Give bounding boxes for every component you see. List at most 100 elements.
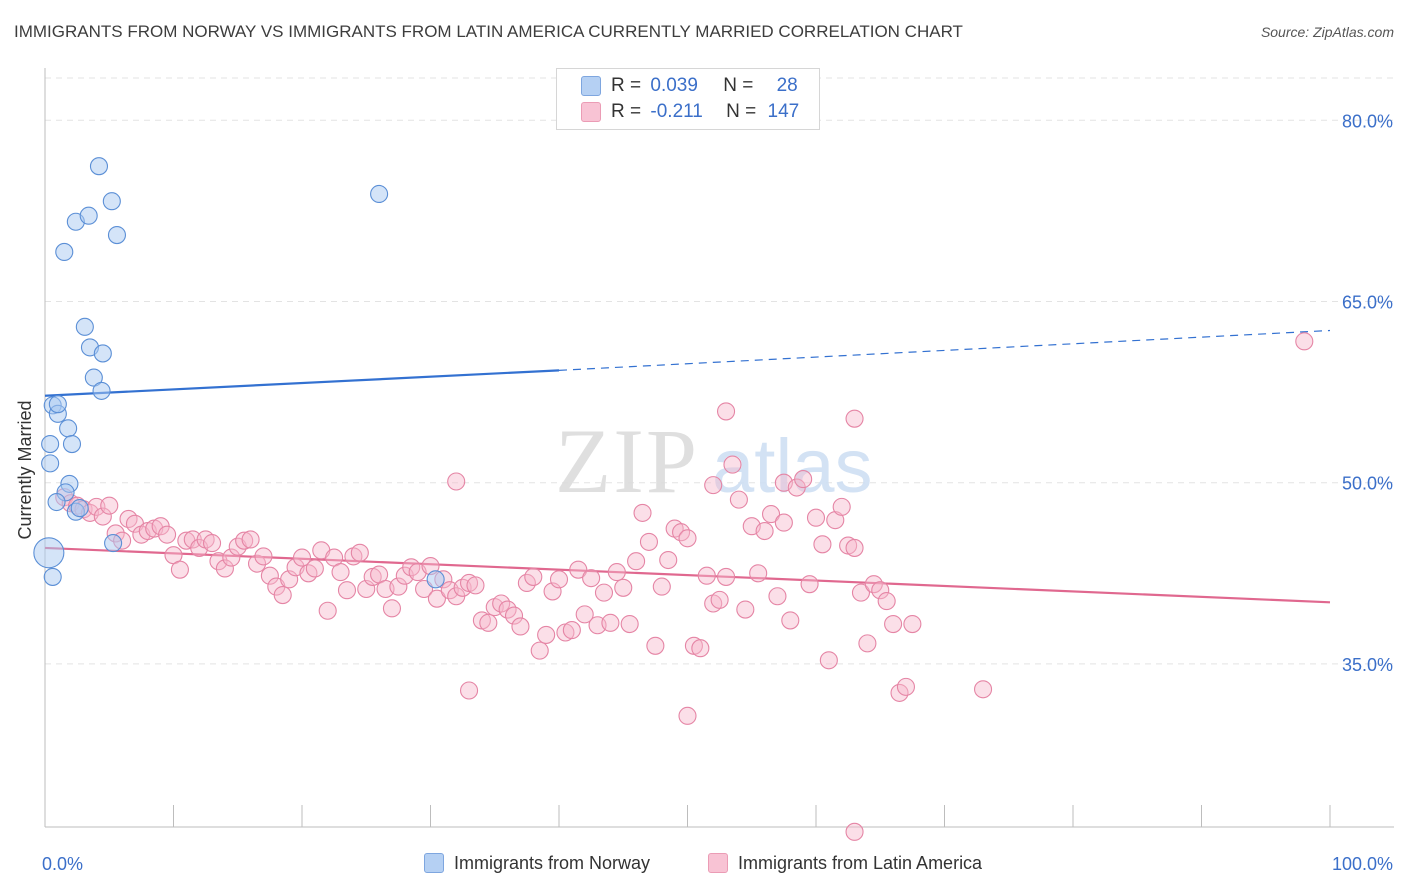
latin-america-point: [749, 564, 768, 583]
latin-america-point: [845, 538, 864, 557]
latin-america-point: [594, 583, 614, 602]
norway-point: [33, 537, 65, 569]
latin-america-point: [678, 529, 697, 548]
latin-america-point: [652, 577, 671, 596]
latin-america-point: [537, 625, 556, 644]
norway-point: [89, 157, 109, 176]
legend-r-label: R =: [611, 101, 642, 122]
legend-n-label: N =: [726, 101, 757, 122]
latin-america-point: [646, 636, 665, 655]
series-legend: Immigrants from Norway Immigrants from L…: [0, 852, 1406, 878]
norway-point: [59, 419, 78, 438]
x-tick-label: 100.0%: [1332, 854, 1393, 874]
latin-america-point: [845, 409, 864, 428]
latin-america-point: [794, 470, 813, 489]
latin-america-point: [896, 677, 916, 696]
latin-america-point: [575, 605, 594, 624]
chart-title: IMMIGRANTS FROM NORWAY VS IMMIGRANTS FRO…: [14, 22, 963, 41]
latin-america-point: [723, 455, 742, 474]
latin-america-point: [254, 547, 273, 566]
trend-lines: [44, 329, 1331, 604]
latin-america-point: [569, 560, 588, 579]
latin-america-point: [305, 559, 324, 578]
latin-america-point: [871, 581, 890, 600]
norway-point: [43, 567, 62, 586]
latin-america-point: [704, 476, 723, 495]
latin-america-point: [1295, 332, 1314, 351]
latin-america-point: [729, 490, 748, 509]
latin-america-point: [813, 535, 832, 554]
latin-america-point: [337, 581, 357, 600]
legend-n-value: 28: [776, 75, 798, 96]
norway-point: [426, 570, 445, 589]
norway-point: [92, 381, 111, 400]
latin-america-point: [620, 614, 639, 634]
latin-america-point: [877, 592, 896, 611]
latin-america-point: [973, 680, 993, 699]
latin-america-point: [427, 589, 446, 608]
latin-america-point: [511, 617, 530, 636]
norway-point: [41, 434, 60, 454]
y-tick-label: 80.0%: [1342, 111, 1393, 131]
latin-america-point: [851, 583, 871, 602]
latin-america-point: [601, 613, 620, 632]
norway-point: [107, 225, 127, 245]
latin-america-point: [222, 548, 241, 567]
latin-america-point: [331, 563, 350, 582]
legend-swatch-blue: [581, 76, 601, 96]
latin-america-point: [241, 530, 260, 549]
latin-america-point: [781, 611, 800, 630]
legend-r-label: R =: [611, 75, 642, 96]
legend-item-label: Immigrants from Latin America: [738, 852, 983, 873]
norway-trend-line: [44, 369, 560, 397]
latin-america-point: [247, 554, 267, 573]
legend-item-norway[interactable]: Immigrants from Norway: [424, 852, 650, 874]
latin-america-trend-line: [44, 546, 1331, 604]
y-tick-label: 65.0%: [1342, 292, 1393, 312]
latin-america-point: [639, 532, 659, 551]
latin-america-point: [466, 576, 485, 595]
norway-point: [55, 242, 74, 262]
norway-trend-extension: [558, 329, 1331, 371]
watermark-zip: ZIP: [555, 410, 699, 512]
latin-america-point: [93, 507, 112, 526]
legend-row-norway: R = 0.039 N = 28: [581, 75, 798, 99]
norway-point: [47, 492, 66, 512]
legend-item-latin-america[interactable]: Immigrants from Latin America: [708, 852, 982, 874]
watermark: ZIP atlas: [555, 410, 873, 512]
latin-america-point: [774, 513, 793, 532]
latin-america-point: [203, 534, 222, 553]
y-tick-label: 50.0%: [1342, 474, 1393, 494]
latin-america-point: [562, 621, 581, 640]
latin-america-point: [845, 822, 864, 841]
legend-row-latin-america: R = -0.211 N = 147: [581, 101, 799, 125]
x-tick-label: 0.0%: [42, 854, 83, 874]
latin-america-point: [627, 552, 646, 571]
latin-america-point: [614, 578, 633, 597]
latin-america-point: [800, 575, 819, 594]
latin-america-point: [884, 614, 903, 634]
latin-america-point: [582, 569, 601, 588]
latin-america-point: [170, 560, 189, 579]
latin-america-point: [755, 521, 774, 541]
latin-america-point: [530, 641, 549, 660]
latin-america-point: [659, 550, 678, 570]
latin-america-point: [100, 496, 119, 515]
latin-america-point: [819, 651, 838, 670]
series-norway-points: [33, 157, 445, 589]
latin-america-point: [415, 579, 434, 599]
correlation-legend: R = 0.039 N = 28 R = -0.211 N = 147: [556, 68, 820, 130]
latin-america-point: [158, 525, 177, 544]
latin-america-point: [459, 681, 479, 700]
latin-america-point: [524, 567, 543, 586]
norway-point: [70, 499, 89, 518]
latin-america-point: [350, 543, 369, 562]
norway-point: [104, 534, 123, 553]
legend-n-label: N =: [723, 75, 754, 96]
norway-point: [370, 184, 389, 204]
y-tick-label: 35.0%: [1342, 655, 1393, 675]
latin-america-point: [549, 570, 569, 589]
norway-point: [41, 454, 60, 473]
latin-america-point: [806, 508, 826, 527]
legend-swatch-blue: [424, 853, 444, 874]
